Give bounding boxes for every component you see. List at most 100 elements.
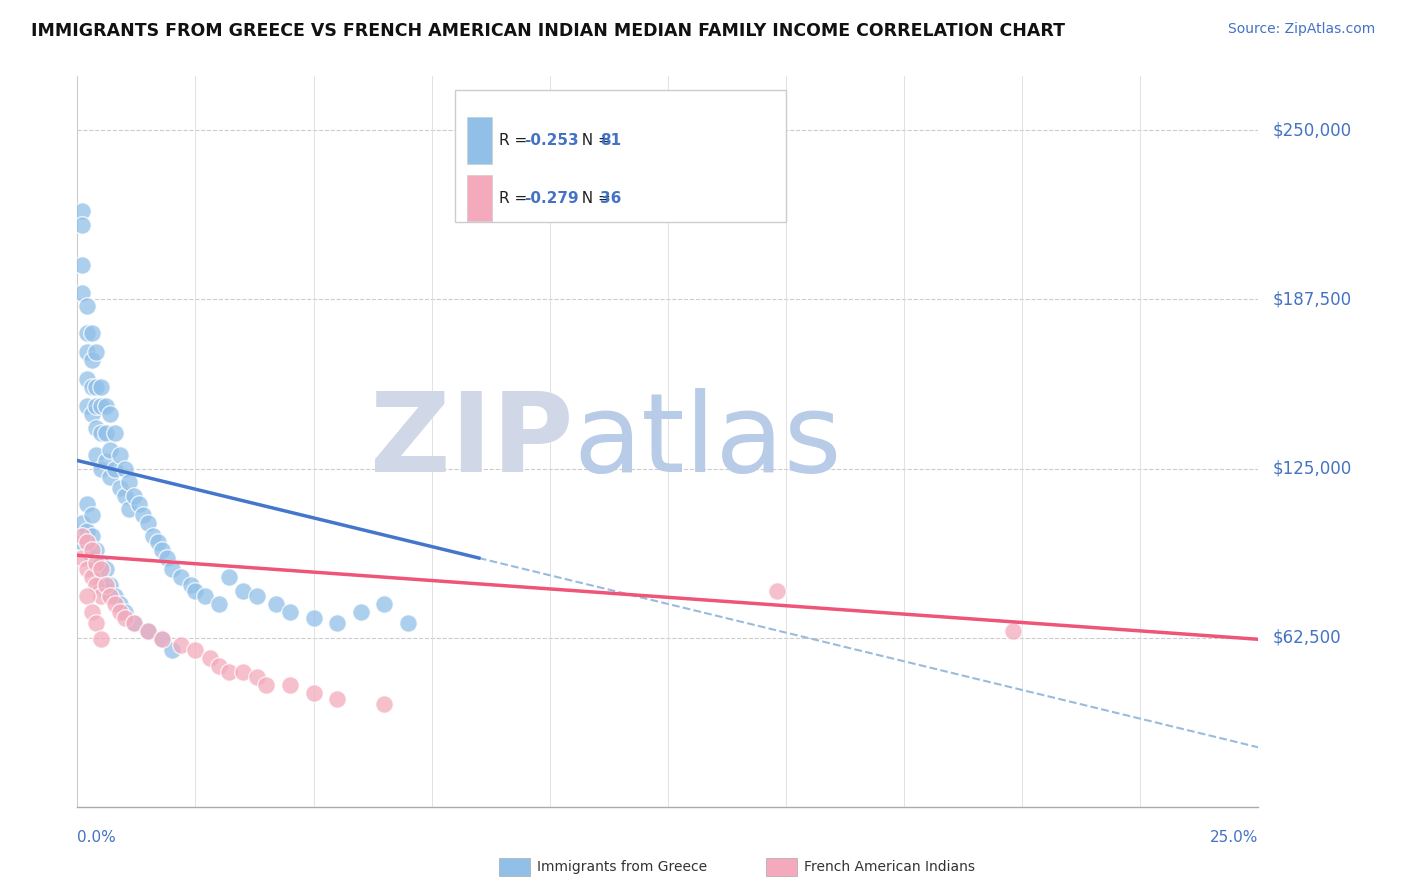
Point xyxy=(84,615,107,630)
Point xyxy=(122,489,145,503)
Point xyxy=(76,497,98,511)
Point xyxy=(80,542,103,557)
Text: -0.253: -0.253 xyxy=(524,133,579,148)
Point xyxy=(156,551,179,566)
Point xyxy=(76,534,98,549)
Point xyxy=(373,698,395,712)
Point xyxy=(100,469,122,483)
Point xyxy=(70,259,93,273)
Point xyxy=(114,489,136,503)
Point xyxy=(373,597,395,611)
Text: $187,500: $187,500 xyxy=(1272,290,1351,309)
Point xyxy=(765,583,787,598)
Point xyxy=(208,659,231,673)
Point xyxy=(70,516,93,530)
Point xyxy=(90,632,112,647)
Point xyxy=(208,597,231,611)
Point xyxy=(160,562,183,576)
Point xyxy=(108,597,131,611)
Text: IMMIGRANTS FROM GREECE VS FRENCH AMERICAN INDIAN MEDIAN FAMILY INCOME CORRELATIO: IMMIGRANTS FROM GREECE VS FRENCH AMERICA… xyxy=(31,22,1064,40)
Point xyxy=(136,516,159,530)
Point xyxy=(70,218,93,232)
Point xyxy=(80,380,103,394)
Point xyxy=(136,624,159,639)
Point xyxy=(90,461,112,475)
Point xyxy=(80,529,103,543)
Point xyxy=(80,353,103,368)
Point xyxy=(90,380,112,394)
Text: -0.279: -0.279 xyxy=(524,191,579,206)
Point xyxy=(90,589,112,603)
Point xyxy=(90,557,112,571)
Point xyxy=(108,448,131,462)
Text: Immigrants from Greece: Immigrants from Greece xyxy=(537,860,707,874)
Point xyxy=(84,400,107,414)
Point xyxy=(122,615,145,630)
Point xyxy=(76,524,98,538)
Point xyxy=(184,643,207,657)
Point xyxy=(70,204,93,219)
Text: $125,000: $125,000 xyxy=(1272,459,1351,477)
Point xyxy=(160,643,183,657)
Point xyxy=(278,678,301,692)
Point xyxy=(184,583,207,598)
Point xyxy=(104,461,127,475)
Point xyxy=(84,380,107,394)
Point xyxy=(104,426,127,441)
Point xyxy=(76,589,98,603)
Point xyxy=(118,475,141,490)
Point xyxy=(246,670,269,684)
Point xyxy=(232,665,254,679)
Point xyxy=(94,578,117,592)
Text: 36: 36 xyxy=(600,191,621,206)
Point xyxy=(94,562,117,576)
Point xyxy=(132,508,155,522)
Point xyxy=(150,632,173,647)
Point xyxy=(170,638,193,652)
Point xyxy=(80,551,103,566)
Point xyxy=(70,534,93,549)
Point xyxy=(76,345,98,359)
Point xyxy=(76,326,98,341)
Point xyxy=(1001,624,1024,639)
Point xyxy=(108,481,131,495)
Point xyxy=(114,605,136,619)
Point xyxy=(100,589,122,603)
Point xyxy=(76,400,98,414)
Point xyxy=(108,605,131,619)
Point xyxy=(180,578,202,592)
Text: French American Indians: French American Indians xyxy=(804,860,976,874)
Point xyxy=(396,615,419,630)
Text: N =: N = xyxy=(572,191,616,206)
Text: R =: R = xyxy=(499,133,531,148)
Point xyxy=(84,421,107,435)
Text: atlas: atlas xyxy=(574,388,842,495)
Point xyxy=(118,502,141,516)
Point xyxy=(84,345,107,359)
Point xyxy=(114,610,136,624)
Point xyxy=(76,299,98,313)
Point xyxy=(170,570,193,584)
Point xyxy=(264,597,287,611)
Text: R =: R = xyxy=(499,191,531,206)
Point xyxy=(90,400,112,414)
Point xyxy=(84,448,107,462)
Point xyxy=(94,453,117,467)
Point xyxy=(114,461,136,475)
Point xyxy=(76,372,98,386)
Point xyxy=(84,578,107,592)
Point xyxy=(94,583,117,598)
Point xyxy=(122,615,145,630)
Point xyxy=(218,570,240,584)
Point xyxy=(84,562,107,576)
Point xyxy=(100,442,122,457)
Text: N =: N = xyxy=(572,133,616,148)
Point xyxy=(70,551,93,566)
Point xyxy=(80,570,103,584)
Point xyxy=(94,400,117,414)
Point xyxy=(104,589,127,603)
Point xyxy=(70,529,93,543)
Text: 25.0%: 25.0% xyxy=(1211,830,1258,845)
Point xyxy=(278,605,301,619)
Point xyxy=(76,562,98,576)
